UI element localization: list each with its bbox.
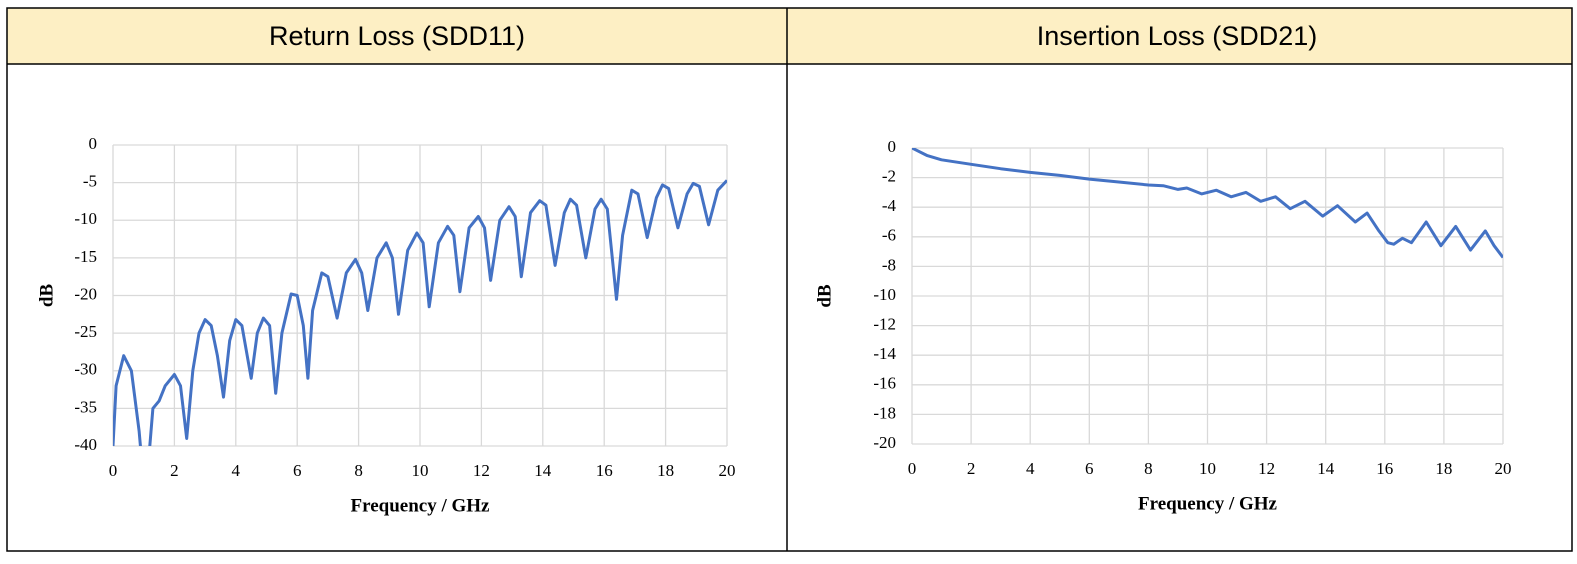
y-tick-label: -20 (873, 433, 896, 452)
x-tick-label: 20 (719, 461, 736, 480)
y-tick-label: -20 (74, 284, 97, 303)
y-tick-label: -35 (74, 397, 97, 416)
x-tick-label: 20 (1495, 459, 1512, 478)
x-tick-label: 12 (1258, 459, 1275, 478)
panel-title: Insertion Loss (SDD21) (1037, 21, 1318, 51)
y-tick-label: -15 (74, 247, 97, 266)
data-line (113, 179, 727, 446)
x-tick-label: 18 (657, 461, 674, 480)
y-tick-label: -2 (882, 167, 896, 186)
y-tick-label: 0 (89, 134, 98, 153)
y-tick-label: -12 (873, 315, 896, 334)
x-tick-label: 0 (109, 461, 118, 480)
y-tick-label: -5 (83, 172, 97, 191)
y-axis-title: dB (814, 284, 835, 308)
x-tick-label: 4 (1026, 459, 1035, 478)
x-axis-title: Frequency / GHz (1138, 493, 1278, 514)
y-tick-label: -6 (882, 226, 896, 245)
y-tick-label: -40 (74, 435, 97, 454)
x-tick-label: 2 (967, 459, 976, 478)
x-tick-label: 14 (1317, 459, 1335, 478)
x-tick-label: 2 (170, 461, 179, 480)
data-line (912, 148, 1503, 259)
x-tick-label: 10 (1199, 459, 1216, 478)
y-tick-label: -25 (74, 322, 97, 341)
y-tick-label: -10 (74, 209, 97, 228)
x-tick-label: 4 (232, 461, 241, 480)
y-tick-label: -4 (882, 196, 897, 215)
header-row (7, 8, 1572, 64)
y-tick-label: -14 (873, 344, 896, 363)
x-tick-label: 18 (1435, 459, 1452, 478)
y-tick-label: -10 (873, 285, 896, 304)
x-tick-label: 10 (412, 461, 429, 480)
x-tick-label: 6 (293, 461, 302, 480)
y-tick-label: -30 (74, 360, 97, 379)
x-tick-label: 6 (1085, 459, 1094, 478)
x-axis-title: Frequency / GHz (351, 495, 491, 516)
table-borders (6, 7, 1573, 552)
x-tick-label: 8 (354, 461, 363, 480)
y-tick-label: -8 (882, 255, 896, 274)
panel-title: Return Loss (SDD11) (269, 21, 525, 51)
x-tick-label: 14 (534, 461, 552, 480)
x-tick-label: 12 (473, 461, 490, 480)
y-tick-label: -16 (873, 374, 896, 393)
x-tick-label: 8 (1144, 459, 1153, 478)
x-tick-label: 16 (1376, 459, 1393, 478)
x-tick-label: 16 (596, 461, 613, 480)
y-tick-label: -18 (873, 403, 896, 422)
y-tick-label: 0 (888, 137, 897, 156)
x-tick-label: 0 (908, 459, 917, 478)
y-axis-title: dB (36, 284, 57, 308)
